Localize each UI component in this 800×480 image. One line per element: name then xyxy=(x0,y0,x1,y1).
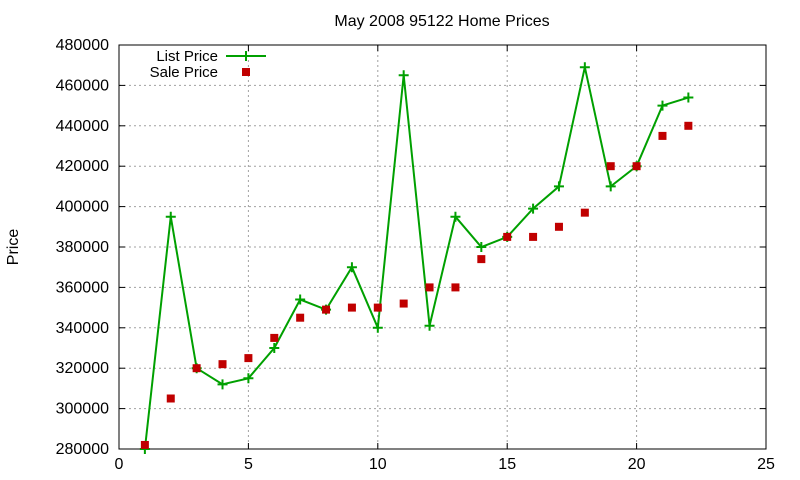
list-price-point xyxy=(398,70,409,81)
legend-label-sale-price: Sale Price xyxy=(150,64,218,81)
legend: List Price Sale Price xyxy=(150,48,266,81)
sale-price-point xyxy=(658,131,667,140)
sale-price-point xyxy=(606,162,615,171)
sale-price-point xyxy=(503,232,512,241)
sale-price-point xyxy=(451,283,460,292)
list-price-point xyxy=(683,92,694,103)
legend-marker-list-price xyxy=(241,51,251,61)
y-tick-label: 400000 xyxy=(56,199,109,216)
series-list-price xyxy=(139,62,694,454)
y-tick-label: 440000 xyxy=(56,118,109,135)
list-price-point xyxy=(579,62,590,73)
y-tick-label: 340000 xyxy=(56,320,109,337)
axis-ticks: 280000 300000 320000 340000 360000 380000 4000… xyxy=(56,37,775,473)
sale-price-point xyxy=(554,222,563,231)
sale-price-point xyxy=(373,303,382,312)
list-price-line xyxy=(143,67,689,450)
x-tick-label: 20 xyxy=(628,456,646,473)
gridlines xyxy=(119,45,766,449)
sale-price-point xyxy=(140,440,149,449)
y-tick-label: 420000 xyxy=(56,158,109,175)
y-tick-label: 480000 xyxy=(56,37,109,54)
sale-price-point xyxy=(270,333,279,342)
list-price-point xyxy=(165,211,176,222)
list-price-point xyxy=(346,262,357,273)
sale-price-point xyxy=(347,303,356,312)
plot-frame xyxy=(118,44,767,450)
series-sale-price xyxy=(140,121,693,449)
list-price-point xyxy=(476,242,487,252)
sale-price-point xyxy=(296,313,305,322)
sale-price-point xyxy=(192,364,201,373)
y-tick-label: 320000 xyxy=(56,360,109,377)
list-price-point xyxy=(528,203,539,214)
chart-title: May 2008 95122 Home Prices xyxy=(334,13,549,30)
list-price-point xyxy=(217,379,228,390)
y-tick-label: 300000 xyxy=(56,401,109,418)
sale-price-point xyxy=(477,255,486,264)
list-price-point xyxy=(295,294,306,305)
sale-price-point xyxy=(529,232,538,241)
sale-price-point xyxy=(218,360,227,369)
x-tick-label: 25 xyxy=(757,456,775,473)
x-tick-label: 5 xyxy=(244,456,253,473)
list-price-point xyxy=(553,181,564,192)
sale-price-point xyxy=(244,354,253,363)
x-tick-label: 15 xyxy=(498,456,516,473)
sale-price-point xyxy=(632,162,641,171)
y-axis-label: Price xyxy=(5,229,22,266)
list-price-point xyxy=(372,322,383,333)
sale-price-point xyxy=(166,394,175,403)
sale-price-point xyxy=(399,299,408,308)
y-tick-label: 360000 xyxy=(56,279,109,296)
legend-label-list-price: List Price xyxy=(156,48,218,65)
list-price-point xyxy=(657,100,668,111)
sale-price-point xyxy=(684,121,693,130)
list-price-point xyxy=(269,343,280,353)
list-price-point xyxy=(243,373,254,384)
x-tick-label: 10 xyxy=(369,456,387,473)
sale-price-point xyxy=(425,283,434,292)
list-price-point xyxy=(424,320,435,331)
sale-price-point xyxy=(580,208,589,217)
series-layer xyxy=(139,62,694,454)
list-price-point xyxy=(450,211,461,222)
y-tick-label: 280000 xyxy=(56,441,109,458)
y-tick-label: 460000 xyxy=(56,77,109,94)
legend-marker-sale-price xyxy=(242,68,250,76)
list-price-point xyxy=(605,181,616,192)
y-tick-label: 380000 xyxy=(56,239,109,256)
x-tick-label: 0 xyxy=(115,456,124,473)
sale-price-point xyxy=(322,305,331,314)
